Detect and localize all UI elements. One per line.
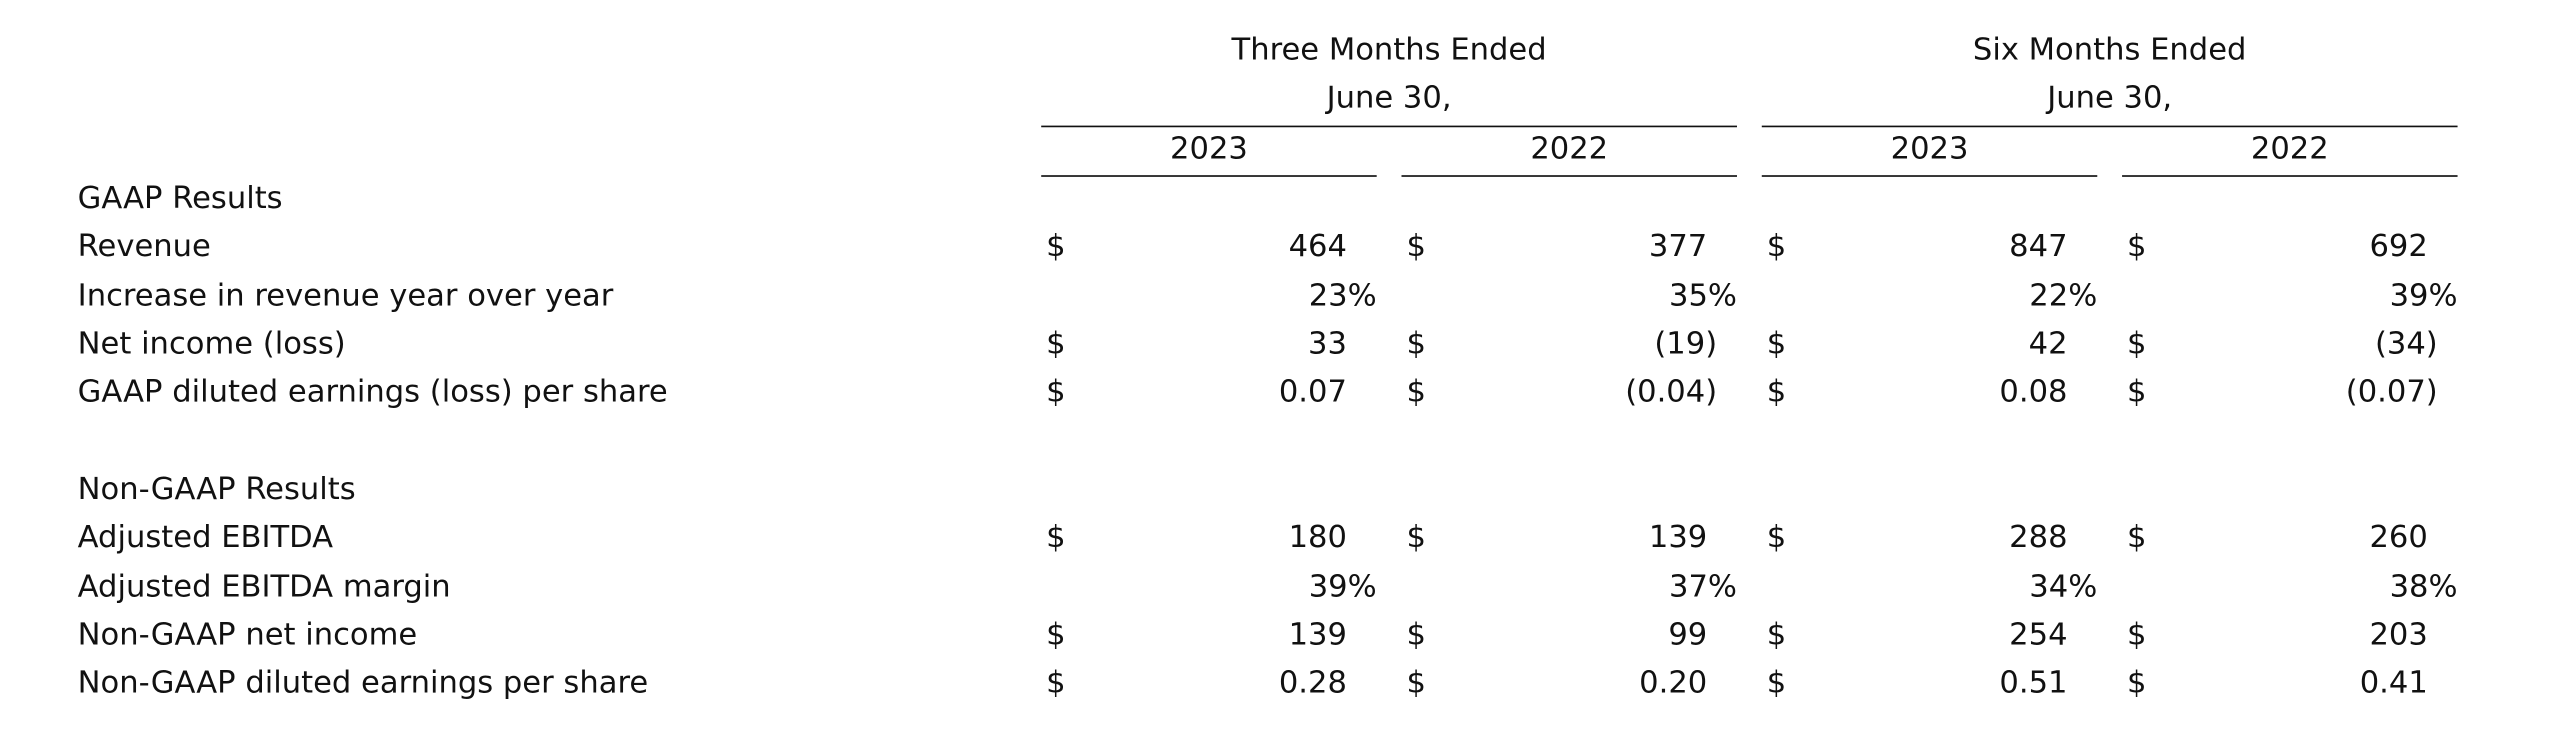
cell-value: 39% xyxy=(1308,569,1377,605)
six-months-header-rule xyxy=(1761,125,2458,128)
section-title: Non-GAAP Results xyxy=(77,472,356,508)
cell-value: 692 xyxy=(2369,230,2428,265)
cell-value: 377 xyxy=(1648,230,1708,265)
cell-value: 22% xyxy=(2029,278,2098,314)
currency-symbol: $ xyxy=(1406,666,1426,702)
year-header: 2022 xyxy=(2250,132,2329,167)
currency-symbol: $ xyxy=(1406,230,1426,265)
year-header-rule xyxy=(1401,175,1737,177)
cell-value: (34) xyxy=(2374,327,2438,362)
cell-value: 847 xyxy=(2009,230,2068,265)
row-label: Increase in revenue year over year xyxy=(77,278,614,314)
currency-symbol: $ xyxy=(2127,327,2147,362)
cell-value: 260 xyxy=(2369,521,2428,556)
cell-value: 288 xyxy=(2009,521,2068,556)
cell-value: 0.51 xyxy=(1999,666,2068,702)
currency-symbol: $ xyxy=(1766,230,1787,265)
cell-value: 37% xyxy=(1669,569,1737,605)
cell-value: 0.07 xyxy=(1278,375,1347,411)
currency-symbol: $ xyxy=(1046,375,1066,411)
row-label: Revenue xyxy=(77,230,211,265)
year-header: 2023 xyxy=(1890,132,1969,167)
currency-symbol: $ xyxy=(1046,230,1066,265)
year-header-rule xyxy=(1041,175,1377,177)
cell-value: 34% xyxy=(2029,569,2098,605)
currency-symbol: $ xyxy=(1406,375,1426,411)
cell-value: 33 xyxy=(1308,327,1347,362)
currency-symbol: $ xyxy=(1406,521,1426,556)
cell-value: 99 xyxy=(1668,617,1708,653)
three-months-header-line2: June 30, xyxy=(1326,80,1452,116)
currency-symbol: $ xyxy=(1766,666,1787,702)
cell-value: 23% xyxy=(1308,278,1377,314)
currency-symbol: $ xyxy=(2127,666,2147,702)
year-header-rule xyxy=(2122,175,2458,177)
cell-value: (0.07) xyxy=(2345,375,2438,411)
currency-symbol: $ xyxy=(1406,617,1426,653)
year-header: 2022 xyxy=(1530,132,1609,167)
row-label: GAAP diluted earnings (loss) per share xyxy=(77,375,668,411)
row-label: Adjusted EBITDA xyxy=(77,521,334,556)
currency-symbol: $ xyxy=(1766,327,1787,362)
cell-value: 0.20 xyxy=(1639,666,1708,702)
currency-symbol: $ xyxy=(1046,617,1066,653)
six-months-header-line1: Six Months Ended xyxy=(1972,33,2247,68)
currency-symbol: $ xyxy=(1406,327,1426,362)
currency-symbol: $ xyxy=(1766,521,1787,556)
cell-value: 464 xyxy=(1288,230,1347,265)
currency-symbol: $ xyxy=(2127,617,2147,653)
six-months-header-line2: June 30, xyxy=(2047,80,2173,116)
cell-value: 0.08 xyxy=(1999,375,2068,411)
cell-value: 139 xyxy=(1648,521,1708,556)
cell-value: 0.28 xyxy=(1278,666,1347,702)
row-label: Non-GAAP diluted earnings per share xyxy=(77,666,649,702)
currency-symbol: $ xyxy=(1046,521,1066,556)
row-label: Non-GAAP net income xyxy=(77,617,418,653)
cell-value: 39% xyxy=(2389,278,2458,314)
cell-value: 38% xyxy=(2389,569,2458,605)
cell-value: 42 xyxy=(2028,327,2068,362)
cell-value: (0.04) xyxy=(1625,375,1718,411)
currency-symbol: $ xyxy=(1046,327,1066,362)
cell-value: (19) xyxy=(1654,327,1718,362)
section-title: GAAP Results xyxy=(77,181,283,217)
cell-value: 254 xyxy=(2009,617,2068,653)
currency-symbol: $ xyxy=(1766,375,1787,411)
currency-symbol: $ xyxy=(1046,666,1066,702)
cell-value: 180 xyxy=(1288,521,1347,556)
three-months-header-line1: Three Months Ended xyxy=(1231,33,1547,68)
cell-value: 203 xyxy=(2369,617,2428,653)
year-header: 2023 xyxy=(1170,132,1248,167)
row-label: Net income (loss) xyxy=(77,327,346,362)
currency-symbol: $ xyxy=(1766,617,1787,653)
cell-value: 139 xyxy=(1288,617,1347,653)
cell-value: 35% xyxy=(1669,278,1737,314)
currency-symbol: $ xyxy=(2127,521,2147,556)
cell-value: 0.41 xyxy=(2359,666,2428,702)
row-label: Adjusted EBITDA margin xyxy=(77,569,451,605)
currency-symbol: $ xyxy=(2127,375,2147,411)
year-header-rule xyxy=(1761,175,2098,177)
three-months-header-rule xyxy=(1041,125,1737,128)
currency-symbol: $ xyxy=(2127,230,2147,265)
